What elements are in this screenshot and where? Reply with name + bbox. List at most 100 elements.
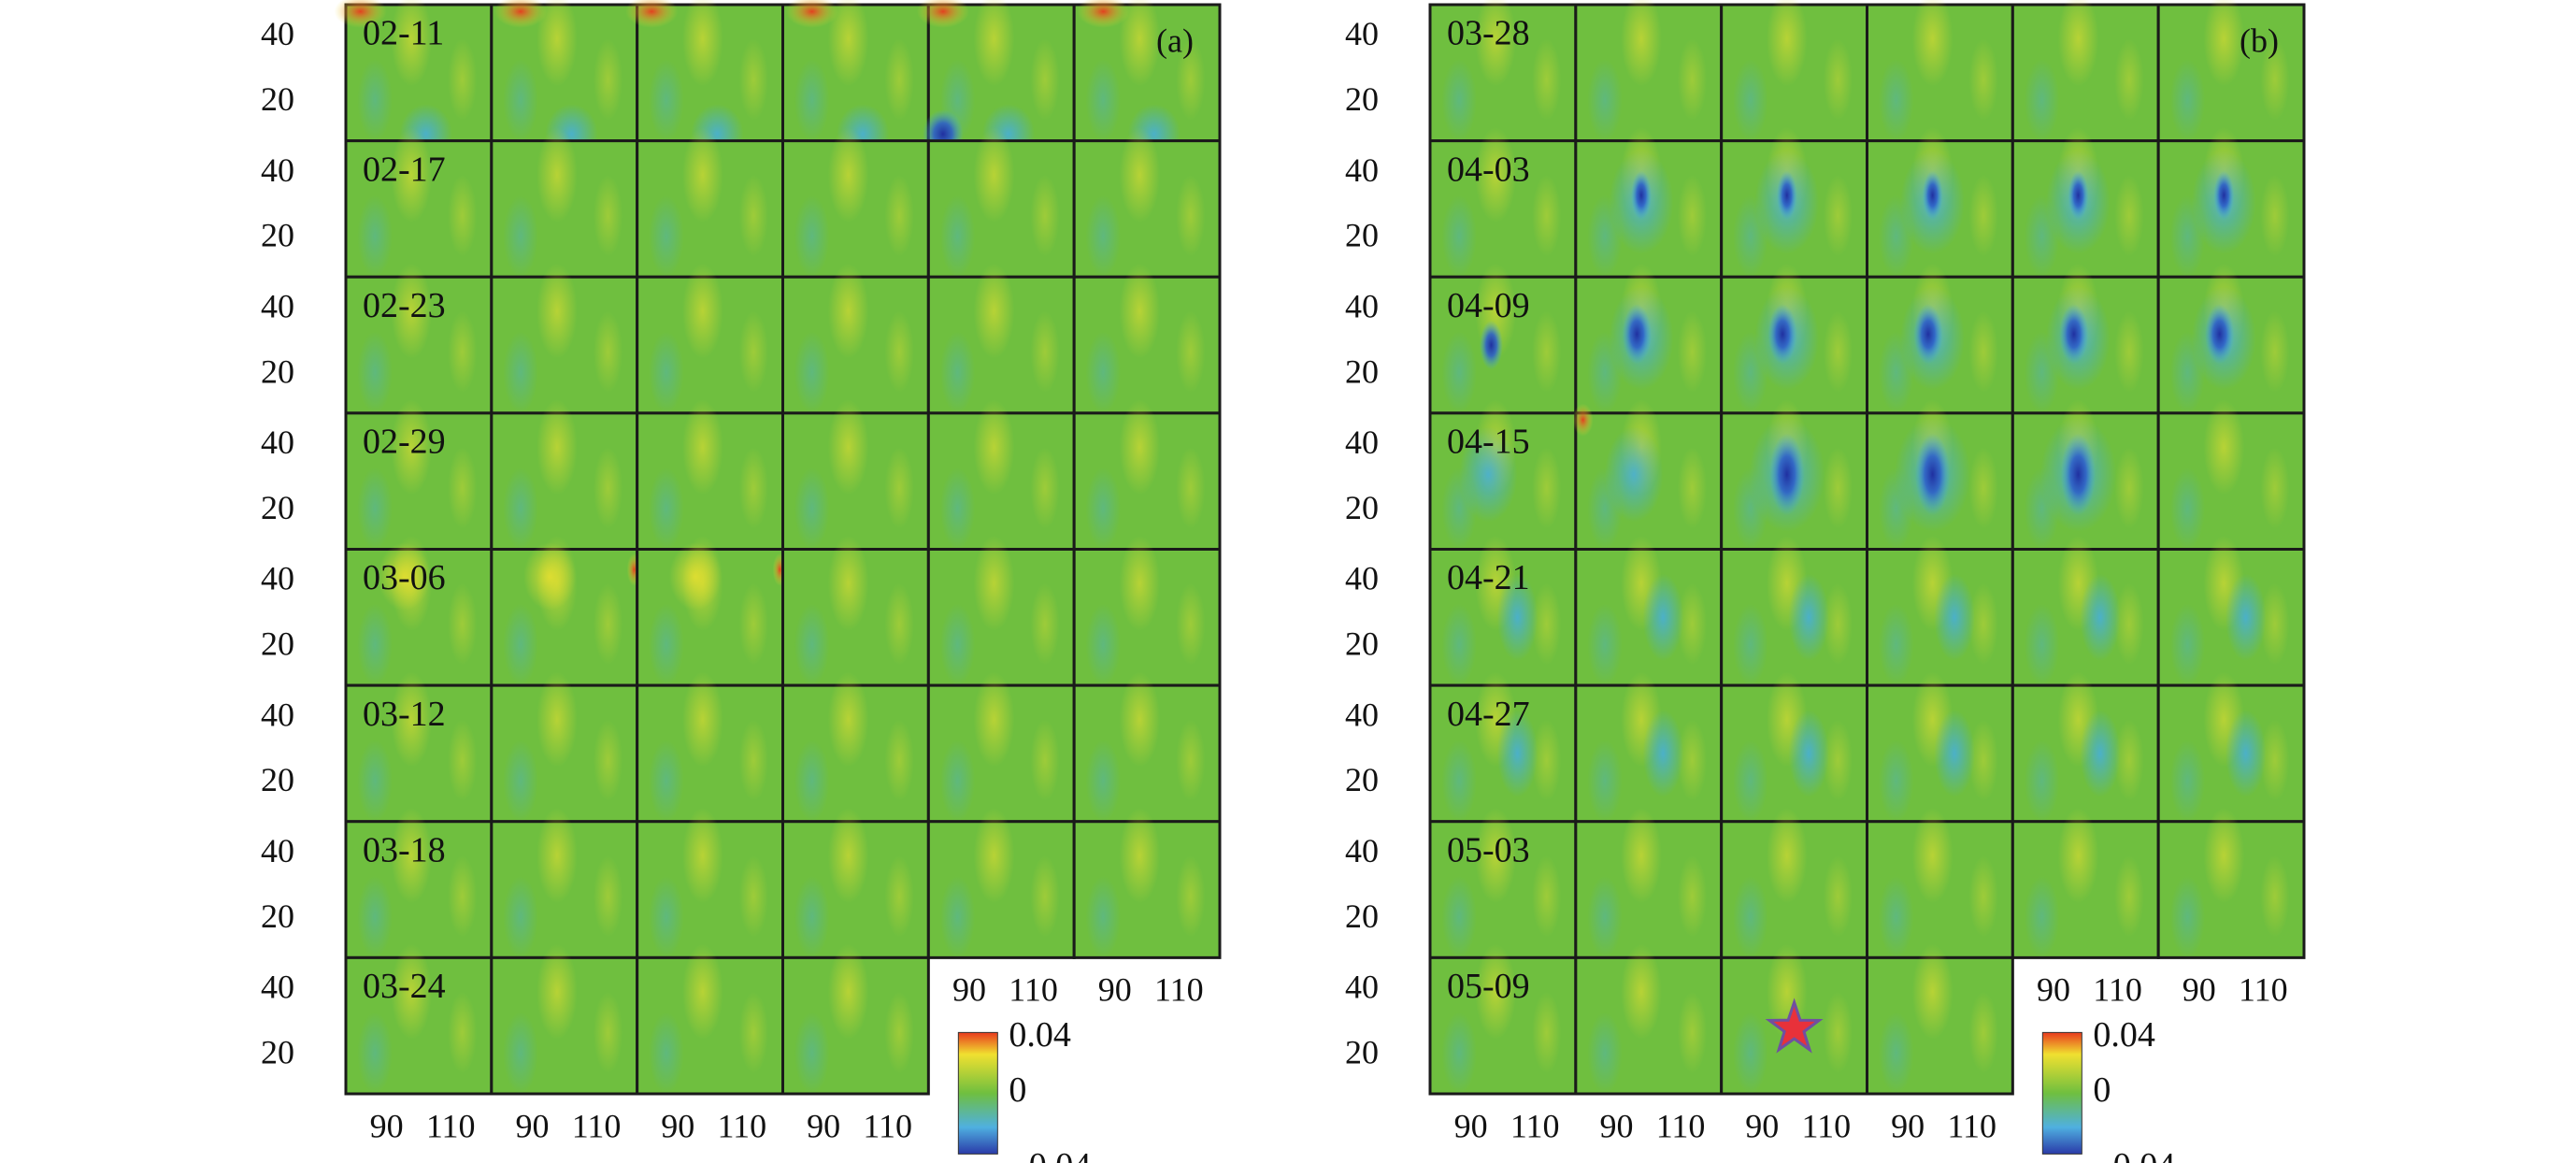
- heatmap-tile: [926, 399, 1076, 551]
- heatmap-tile: [1574, 0, 1724, 143]
- x-tick-label: 90: [1098, 971, 1132, 1009]
- y-tick-label: 20: [1345, 217, 1379, 254]
- x-tick-label: 90: [2182, 971, 2216, 1009]
- heatmap-tile: [926, 535, 1076, 687]
- y-tick-label: 40: [261, 424, 294, 461]
- heatmap-tile: [1072, 671, 1222, 824]
- row-date-label: 04-03: [1447, 150, 1530, 189]
- heatmap-tile: [2156, 263, 2306, 415]
- heatmap-tile: [926, 127, 1076, 279]
- row-date-label: 03-12: [363, 695, 446, 734]
- y-tick-label: 20: [261, 352, 294, 390]
- heatmap-tile: [1866, 0, 2014, 143]
- heatmap-tile: [344, 399, 494, 551]
- heatmap-tile: [926, 263, 1076, 415]
- heatmap-tile: [1574, 808, 1724, 959]
- y-tick-label: 40: [261, 151, 294, 189]
- row-date-label: 04-21: [1447, 558, 1530, 597]
- heatmap-tile: [490, 0, 639, 165]
- y-tick-label: 20: [261, 761, 294, 798]
- heatmap-tile: [1428, 127, 1578, 279]
- heatmap-tile: [1428, 0, 1578, 143]
- heatmap-tile: [1866, 127, 2014, 279]
- heatmap-tile: [2011, 671, 2160, 824]
- row-date-label: 05-03: [1447, 830, 1530, 869]
- heatmap-tile: [2156, 399, 2306, 551]
- heatmap-tile: [490, 671, 639, 824]
- heatmap-tile: [1720, 0, 1868, 143]
- heatmap-tile: [490, 263, 639, 415]
- heatmap-tile: [1720, 943, 1868, 1096]
- x-tick-label: 110: [1510, 1107, 1560, 1144]
- colorbar-tick-label: 0: [1009, 1070, 1026, 1110]
- y-tick-label: 20: [1345, 80, 1379, 118]
- x-tick-label: 110: [1009, 971, 1058, 1009]
- heatmap-tile: [344, 127, 494, 279]
- y-tick-label: 20: [1345, 761, 1379, 798]
- heatmap-tile: [1072, 399, 1222, 551]
- x-tick-label: 90: [661, 1107, 694, 1144]
- heatmap-tile: [781, 127, 930, 279]
- x-tick-label: 110: [863, 1107, 912, 1144]
- x-tick-label: 90: [807, 1107, 840, 1144]
- y-tick-label: 20: [1345, 897, 1379, 935]
- panel-label: (a): [1156, 22, 1194, 59]
- heatmap-tile: [1072, 127, 1222, 279]
- heatmap-tile: [926, 808, 1076, 959]
- heatmap-tile: [636, 671, 785, 824]
- x-tick-label: 110: [1656, 1107, 1706, 1144]
- x-tick-label: 110: [1947, 1107, 1996, 1144]
- panel-label: (b): [2240, 22, 2279, 59]
- y-tick-label: 40: [261, 969, 294, 1006]
- heatmap-tile: [1428, 671, 1578, 824]
- heatmap-tile: [2156, 808, 2306, 959]
- row-date-label: 02-11: [363, 14, 444, 53]
- y-tick-label: 40: [261, 696, 294, 733]
- heatmap-tile: [1574, 127, 1724, 279]
- y-tick-label: 20: [261, 489, 294, 526]
- y-tick-label: 20: [261, 217, 294, 254]
- y-tick-label: 20: [261, 1033, 294, 1070]
- x-tick-label: 90: [2037, 971, 2070, 1009]
- heatmap-tile: [2011, 263, 2160, 415]
- heatmap-tile: [490, 943, 639, 1096]
- y-tick-label: 20: [1345, 352, 1379, 390]
- heatmap-tile: [636, 263, 785, 415]
- heatmap-tile: [1072, 0, 1222, 165]
- y-tick-label: 20: [261, 897, 294, 935]
- heatmap-tile: [490, 127, 639, 279]
- heatmap-tile: [2156, 0, 2306, 143]
- row-date-label: 02-29: [363, 423, 446, 462]
- panel-b: 20 40 03-28 20 40 04-03 20 40 04-09 20 40 04-15 20 40…: [1345, 0, 2306, 1163]
- y-tick-label: 20: [261, 80, 294, 118]
- heatmap-tile: [2156, 535, 2306, 687]
- row-date-label: 05-09: [1447, 967, 1530, 1006]
- y-tick-label: 20: [1345, 625, 1379, 663]
- heatmap-tile: [1866, 943, 2014, 1096]
- heatmap-tile: [344, 263, 494, 415]
- y-tick-label: 40: [1345, 287, 1379, 324]
- y-tick-label: 40: [1345, 151, 1379, 189]
- x-tick-label: 110: [572, 1107, 622, 1144]
- x-tick-label: 90: [515, 1107, 549, 1144]
- heatmap-tile: [344, 808, 494, 959]
- x-tick-label: 90: [370, 1107, 404, 1144]
- heatmap-tile: [636, 808, 785, 959]
- heatmap-tile: [2156, 127, 2306, 279]
- heatmap-tile: [926, 671, 1076, 824]
- heatmap-tile: [781, 263, 930, 415]
- row-date-label: 03-18: [363, 830, 446, 869]
- colorbar-tick-label: 0: [2093, 1070, 2111, 1110]
- heatmap-tile: [781, 808, 930, 959]
- heatmap-tile: [1720, 127, 1868, 279]
- x-tick-label: 90: [952, 971, 986, 1009]
- y-tick-label: 20: [261, 625, 294, 663]
- row-date-label: 02-17: [363, 150, 446, 189]
- heatmap-tile: [1866, 263, 2014, 415]
- x-tick-label: 90: [1454, 1107, 1488, 1144]
- heatmap-tile: [1720, 263, 1868, 415]
- y-tick-label: 40: [261, 15, 294, 52]
- colorbar: [2041, 1031, 2082, 1155]
- heatmap-tile: [1866, 535, 2014, 687]
- heatmap-tile: [636, 535, 788, 687]
